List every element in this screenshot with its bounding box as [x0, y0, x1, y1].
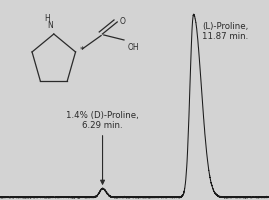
Text: O: O: [119, 17, 125, 26]
Text: N: N: [47, 21, 53, 30]
Text: H: H: [44, 14, 50, 23]
Text: (L)-Proline,
11.87 min.: (L)-Proline, 11.87 min.: [203, 22, 249, 41]
Text: 1.4% (D)-Proline,
6.29 min.: 1.4% (D)-Proline, 6.29 min.: [66, 111, 139, 184]
Text: *: *: [80, 46, 84, 55]
Text: OH: OH: [128, 43, 140, 52]
